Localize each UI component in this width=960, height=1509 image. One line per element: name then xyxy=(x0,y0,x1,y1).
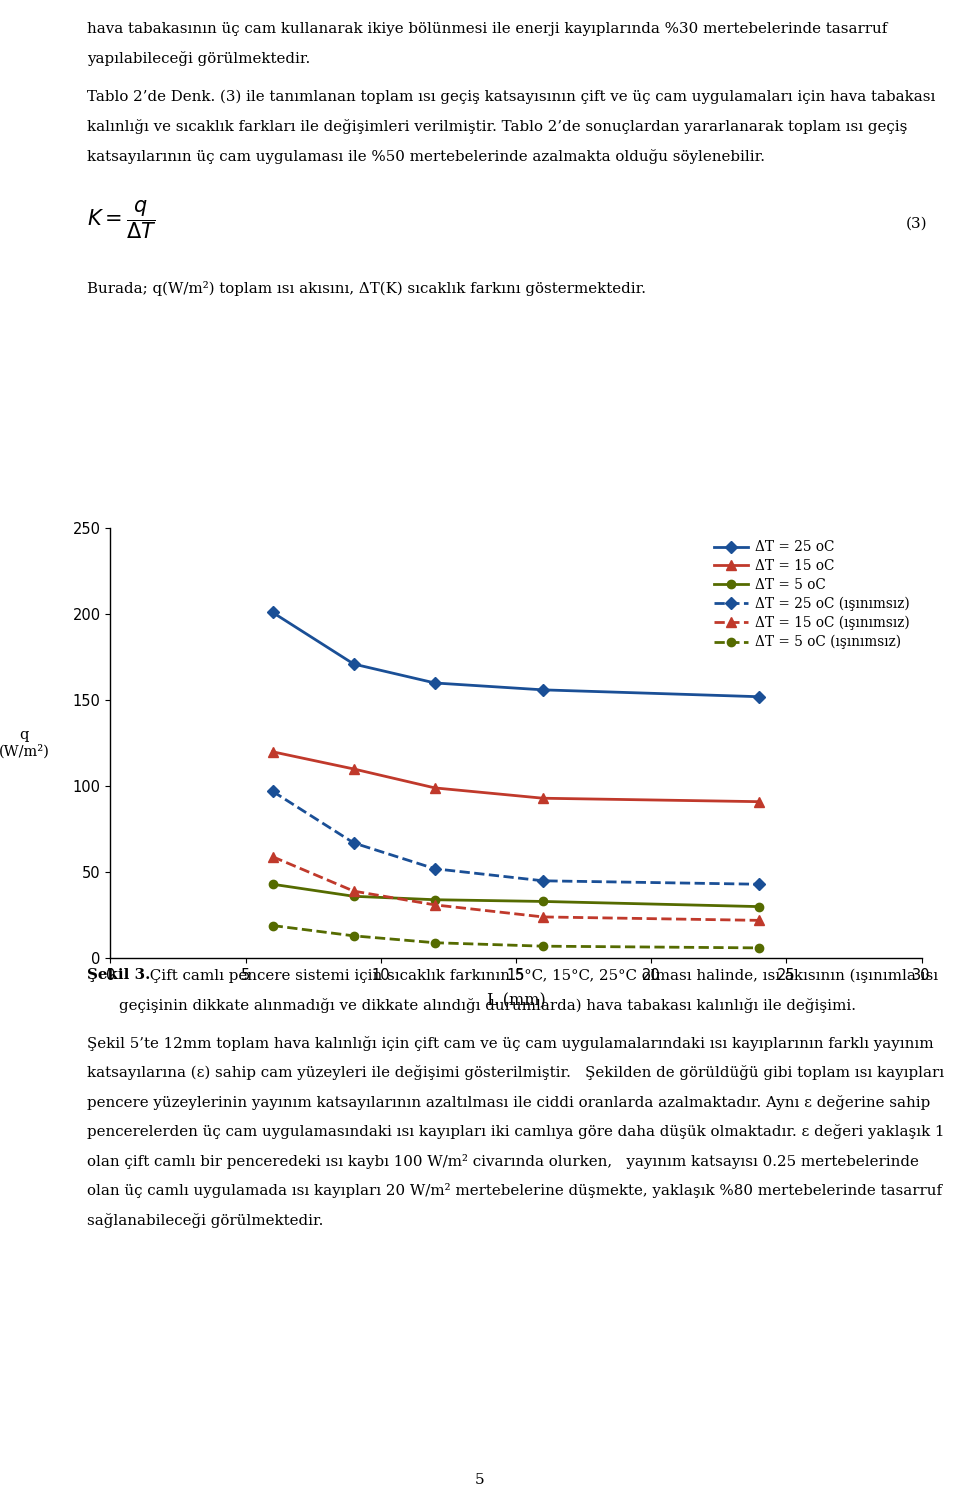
Text: katsayılarına (ε) sahip cam yüzeyleri ile değişimi gösterilmiştir.   Şekilden de: katsayılarına (ε) sahip cam yüzeyleri il… xyxy=(87,1065,944,1080)
Text: (3): (3) xyxy=(905,216,927,231)
Text: sağlanabileceği görülmektedir.: sağlanabileceği görülmektedir. xyxy=(87,1213,324,1228)
Legend: ΔT = 25 oC, ΔT = 15 oC, ΔT = 5 oC, ΔT = 25 oC (ışınımsız), ΔT = 15 oC (ışınımsız: ΔT = 25 oC, ΔT = 15 oC, ΔT = 5 oC, ΔT = … xyxy=(708,536,915,655)
Text: geçişinin dikkate alınmadığı ve dikkate alındığı durumlarda) hava tabakası kalın: geçişinin dikkate alınmadığı ve dikkate … xyxy=(119,997,856,1013)
X-axis label: L (mm): L (mm) xyxy=(487,993,545,1010)
Text: Şekil 5’te 12mm toplam hava kalınlığı için çift cam ve üç cam uygulamalarındaki : Şekil 5’te 12mm toplam hava kalınlığı iç… xyxy=(87,1035,934,1050)
Text: olan üç camlı uygulamada ısı kayıpları 20 W/m² mertebelerine düşmekte, yaklaşık : olan üç camlı uygulamada ısı kayıpları 2… xyxy=(87,1183,942,1198)
Text: yapılabileceği görülmektedir.: yapılabileceği görülmektedir. xyxy=(87,51,310,66)
Text: pencerelerden üç cam uygulamasındaki ısı kayıpları iki camlıya göre daha düşük o: pencerelerden üç cam uygulamasındaki ısı… xyxy=(87,1124,945,1139)
Text: katsayılarının üç cam uygulaması ile %50 mertebelerinde azalmakta olduğu söylene: katsayılarının üç cam uygulaması ile %50… xyxy=(87,148,765,163)
Text: pencere yüzeylerinin yayınım katsayılarının azaltılması ile ciddi oranlarda azal: pencere yüzeylerinin yayınım katsayıları… xyxy=(87,1094,930,1109)
Text: Tablo 2’de Denk. (3) ile tanımlanan toplam ısı geçiş katsayısının çift ve üç cam: Tablo 2’de Denk. (3) ile tanımlanan topl… xyxy=(87,89,935,104)
Text: Burada; q(W/m²) toplam ısı akısını, ΔT(K) sıcaklık farkını göstermektedir.: Burada; q(W/m²) toplam ısı akısını, ΔT(K… xyxy=(87,281,646,296)
Text: hava tabakasının üç cam kullanarak ikiye bölünmesi ile enerji kayıplarında %30 m: hava tabakasının üç cam kullanarak ikiye… xyxy=(87,23,887,36)
Text: Şekil 3.: Şekil 3. xyxy=(87,969,151,982)
Text: 5: 5 xyxy=(475,1473,485,1486)
Text: Çift camlı pencere sistemi için sıcaklık farkının 5°C, 15°C, 25°C olması halinde: Çift camlı pencere sistemi için sıcaklık… xyxy=(145,969,938,982)
Text: olan çift camlı bir penceredeki ısı kaybı 100 W/m² civarında olurken,   yayınım : olan çift camlı bir penceredeki ısı kayb… xyxy=(87,1154,919,1168)
Y-axis label: q
(W/m²): q (W/m²) xyxy=(0,727,49,759)
Text: $K = \dfrac{q}{\Delta T}$: $K = \dfrac{q}{\Delta T}$ xyxy=(87,199,156,241)
Text: kalınlığı ve sıcaklık farkları ile değişimleri verilmiştir. Tablo 2’de sonuçlard: kalınlığı ve sıcaklık farkları ile değiş… xyxy=(87,119,907,134)
